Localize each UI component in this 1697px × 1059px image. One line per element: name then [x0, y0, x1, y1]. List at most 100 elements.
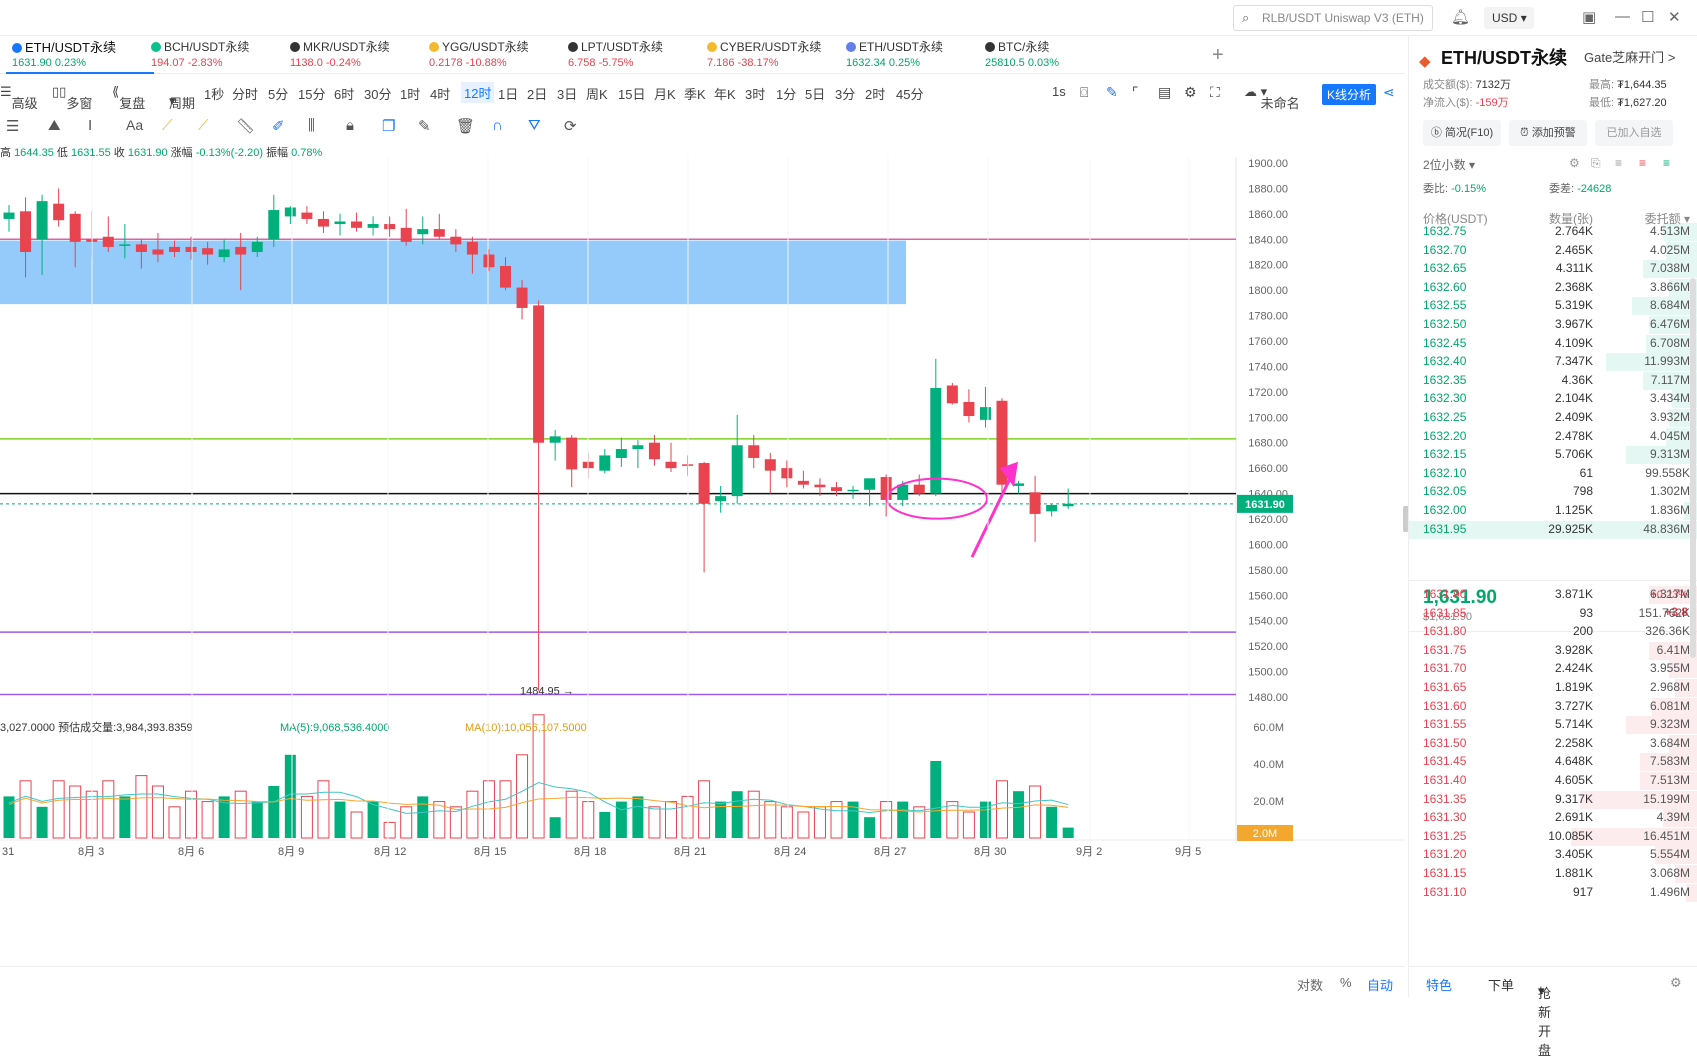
- lines-icon[interactable]: ☰: [6, 118, 20, 135]
- orderbook-scrollbar[interactable]: [1690, 278, 1696, 658]
- ask-row[interactable]: 1632.35 4.36K 7.117M: [1409, 371, 1697, 391]
- layout-asks-icon[interactable]: ≡: [1639, 156, 1647, 170]
- bid-row[interactable]: 1631.80 200 326.36K: [1409, 622, 1697, 642]
- period-option[interactable]: 6时: [334, 87, 355, 102]
- gate-link[interactable]: Gate芝麻开门 >: [1584, 50, 1676, 65]
- filter-icon[interactable]: ⛛: [528, 117, 541, 134]
- period-option[interactable]: 周K: [586, 87, 608, 102]
- ask-row[interactable]: 1632.50 3.967K 6.476M: [1409, 315, 1697, 335]
- period-option[interactable]: 1时: [400, 87, 421, 102]
- precision-select[interactable]: 2位小数 ▾: [1423, 158, 1476, 172]
- sync-icon[interactable]: ⟳: [564, 118, 577, 135]
- period-option[interactable]: 2时: [865, 87, 886, 102]
- cum-column-select[interactable]: 委托额 ▾: [1644, 212, 1690, 226]
- auto-scale-button[interactable]: 自动: [1367, 978, 1394, 993]
- period-option[interactable]: 2日: [527, 87, 548, 102]
- period-option[interactable]: 3时: [745, 87, 766, 102]
- fib2-icon[interactable]: ⟋: [198, 117, 209, 134]
- bid-row[interactable]: 1631.20 3.405K 5.554M: [1409, 845, 1697, 865]
- period-option[interactable]: 4时: [430, 87, 451, 102]
- fib-icon[interactable]: ⟋: [162, 117, 173, 134]
- layout-name-select[interactable]: ☁ 未命名 ▾: [1244, 84, 1300, 111]
- tab-symbol[interactable]: ETH/USDT永续 1631.90 0.23%: [6, 36, 154, 74]
- watchlist-button[interactable]: 已加入自选: [1595, 120, 1673, 146]
- chart-svg[interactable]: 1900.00 1880.00 1860.00 1840.00 1820.00 1800.…: [0, 158, 1405, 966]
- search-input[interactable]: ⌕ RLB/USDT Uniswap V3 (ETH): [1233, 5, 1433, 31]
- bid-row[interactable]: 1631.25 10.085K 16.451M: [1409, 827, 1697, 847]
- copy-icon[interactable]: ❐: [382, 118, 396, 135]
- replay-button[interactable]: ⟪ 复盘: [112, 84, 146, 111]
- maximize-icon[interactable]: ☐: [1641, 9, 1655, 26]
- bid-row[interactable]: 1631.75 3.928K 6.41M: [1409, 641, 1697, 661]
- ask-row[interactable]: 1631.95 29.925K 48.836M: [1409, 520, 1697, 540]
- period-option[interactable]: 1秒: [204, 87, 225, 102]
- settings-icon[interactable]: ⚙: [1569, 156, 1580, 170]
- bid-row[interactable]: 1631.50 2.258K 3.684M: [1409, 734, 1697, 754]
- trash-icon[interactable]: 🗑︎: [456, 118, 476, 135]
- candlestick-chart[interactable]: 1900.00 1880.00 1860.00 1840.00 1820.00 1800.…: [0, 158, 1405, 966]
- period-option[interactable]: 5分: [268, 87, 289, 102]
- period-option[interactable]: 15日: [618, 87, 646, 102]
- bid-row[interactable]: 1631.55 5.714K 9.323M: [1409, 715, 1697, 735]
- interval-label[interactable]: 1s: [1052, 84, 1066, 99]
- add-alert-button[interactable]: ⏰︎ 添加预警: [1509, 120, 1587, 146]
- magnet-icon[interactable]: ∩: [492, 117, 503, 134]
- save-icon[interactable]: ▤: [1158, 84, 1172, 100]
- pattern-icon[interactable]: ⛰: [48, 117, 61, 134]
- ask-row[interactable]: 1632.05 798 1.302M: [1409, 482, 1697, 502]
- tab-symbol[interactable]: LPT/USDT永续 6.758 -5.75%: [562, 36, 710, 74]
- ask-row[interactable]: 1632.10 61 99.558K: [1409, 464, 1697, 484]
- kline-analysis-button[interactable]: K线分析: [1322, 84, 1377, 105]
- layout-both-icon[interactable]: ≡: [1615, 156, 1623, 170]
- bid-row[interactable]: 1631.35 9.317K 15.199M: [1409, 790, 1697, 810]
- pen-icon[interactable]: ✎: [1106, 84, 1118, 100]
- period-option[interactable]: 5日: [805, 87, 826, 102]
- ask-row[interactable]: 1632.30 2.104K 3.434M: [1409, 389, 1697, 409]
- bid-row[interactable]: 1631.45 4.648K 7.583M: [1409, 752, 1697, 772]
- edit-icon[interactable]: ✎: [418, 118, 431, 135]
- text-tool-icon[interactable]: I: [88, 117, 93, 134]
- brush-icon[interactable]: ✐: [272, 118, 285, 135]
- bid-row[interactable]: 1631.30 2.691K 4.39M: [1409, 808, 1697, 828]
- tab-symbol[interactable]: BTC/永续 25810.5 0.03%: [979, 36, 1127, 74]
- tab-symbol[interactable]: CYBER/USDT永续 7.186 -38.17%: [701, 36, 849, 74]
- ruler-icon[interactable]: 📏︎: [236, 118, 256, 135]
- period-option[interactable]: 3分: [835, 87, 856, 102]
- ask-row[interactable]: 1632.70 2.465K 4.025M: [1409, 241, 1697, 261]
- multi-window-button[interactable]: ▯▯ 多窗: [52, 84, 93, 111]
- bid-row[interactable]: 1631.85 93 151.762K: [1409, 604, 1697, 624]
- layout-bids-icon[interactable]: ≡: [1663, 156, 1671, 170]
- bid-row[interactable]: 1631.15 1.881K 3.068M: [1409, 864, 1697, 884]
- period-option[interactable]: 月K: [654, 87, 676, 102]
- ask-row[interactable]: 1632.40 7.347K 11.993M: [1409, 352, 1697, 372]
- tab-symbol[interactable]: ETH/USDT永续 1632.34 0.25%: [840, 36, 988, 74]
- font-icon[interactable]: Aa: [126, 117, 144, 133]
- period-option[interactable]: 1日: [498, 87, 519, 102]
- lock-icon[interactable]: 🔒︎: [346, 117, 354, 134]
- close-icon[interactable]: ✕: [1668, 9, 1681, 26]
- period-option[interactable]: 3日: [557, 87, 578, 102]
- period-option[interactable]: 15分: [298, 87, 326, 102]
- add-tab-button[interactable]: +: [1212, 44, 1224, 66]
- period-option[interactable]: 分时: [232, 87, 259, 102]
- bid-row[interactable]: 1631.40 4.605K 7.513M: [1409, 771, 1697, 791]
- settings-icon[interactable]: ⚙: [1184, 84, 1197, 100]
- ask-row[interactable]: 1632.15 5.706K 9.313M: [1409, 445, 1697, 465]
- panel-collapse-handle[interactable]: [1403, 506, 1411, 532]
- ask-row[interactable]: 1632.25 2.409K 3.932M: [1409, 408, 1697, 428]
- ask-row[interactable]: 1632.65 4.311K 7.038M: [1409, 259, 1697, 279]
- tab-symbol[interactable]: YGG/USDT永续 0.2178 -10.88%: [423, 36, 571, 74]
- ask-row[interactable]: 1632.60 2.368K 3.866M: [1409, 278, 1697, 298]
- bid-row[interactable]: 1631.70 2.424K 3.955M: [1409, 659, 1697, 679]
- tab-symbol[interactable]: MKR/USDT永续 1138.0 -0.24%: [284, 36, 432, 74]
- fullscreen-icon[interactable]: ⛶: [1210, 84, 1220, 100]
- tab-symbol[interactable]: BCH/USDT永续 194.07 -2.83%: [145, 36, 293, 74]
- overview-button[interactable]: ⓑ 简况(F10): [1423, 120, 1501, 146]
- crop-icon[interactable]: ⌜: [1132, 84, 1139, 100]
- ask-row[interactable]: 1632.00 1.125K 1.836M: [1409, 501, 1697, 521]
- period-option[interactable]: 45分: [896, 87, 924, 102]
- bid-row[interactable]: 1631.10 917 1.496M: [1409, 883, 1697, 903]
- layout-icon[interactable]: ▣: [1582, 9, 1597, 26]
- camera-icon[interactable]: ⌼: [1080, 84, 1089, 100]
- period-option[interactable]: 30分: [364, 87, 392, 102]
